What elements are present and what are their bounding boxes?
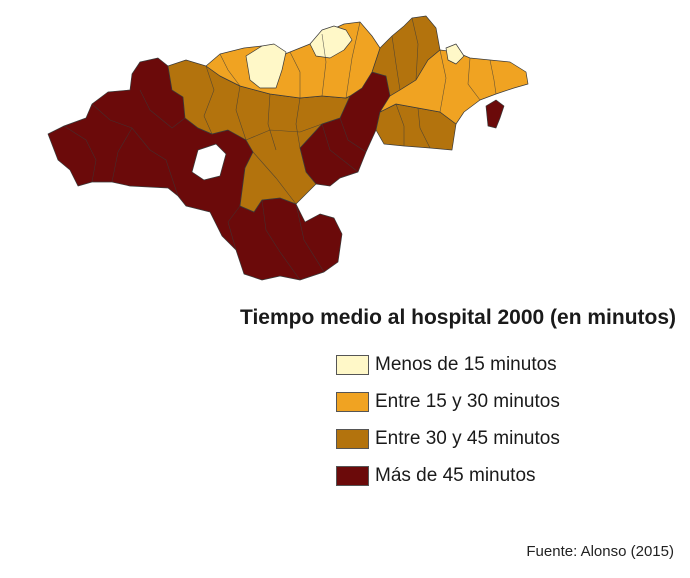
legend-swatch	[336, 428, 369, 449]
legend-label: Entre 15 y 30 minutos	[375, 390, 560, 412]
legend-item-over-45: Más de 45 minutos	[336, 457, 560, 494]
choropleth-map	[47, 15, 529, 281]
legend: Menos de 15 minutos Entre 15 y 30 minuto…	[336, 346, 560, 494]
legend-label: Más de 45 minutos	[375, 464, 536, 486]
legend-swatch	[336, 465, 369, 486]
legend-item-30-45: Entre 30 y 45 minutos	[336, 420, 560, 457]
region-under-15	[245, 25, 465, 89]
region-30-45	[167, 15, 457, 213]
legend-swatch	[336, 391, 369, 412]
legend-item-15-30: Entre 15 y 30 minutos	[336, 383, 560, 420]
legend-swatch	[336, 354, 369, 375]
municipal-boundaries	[63, 17, 497, 281]
source-caption: Fuente: Alonso (2015)	[526, 543, 674, 560]
legend-label: Menos de 15 minutos	[375, 353, 557, 375]
legend-item-under-15: Menos de 15 minutos	[336, 346, 560, 383]
legend-label: Entre 30 y 45 minutos	[375, 427, 560, 449]
legend-title: Tiempo medio al hospital 2000 (en minuto…	[240, 306, 677, 329]
